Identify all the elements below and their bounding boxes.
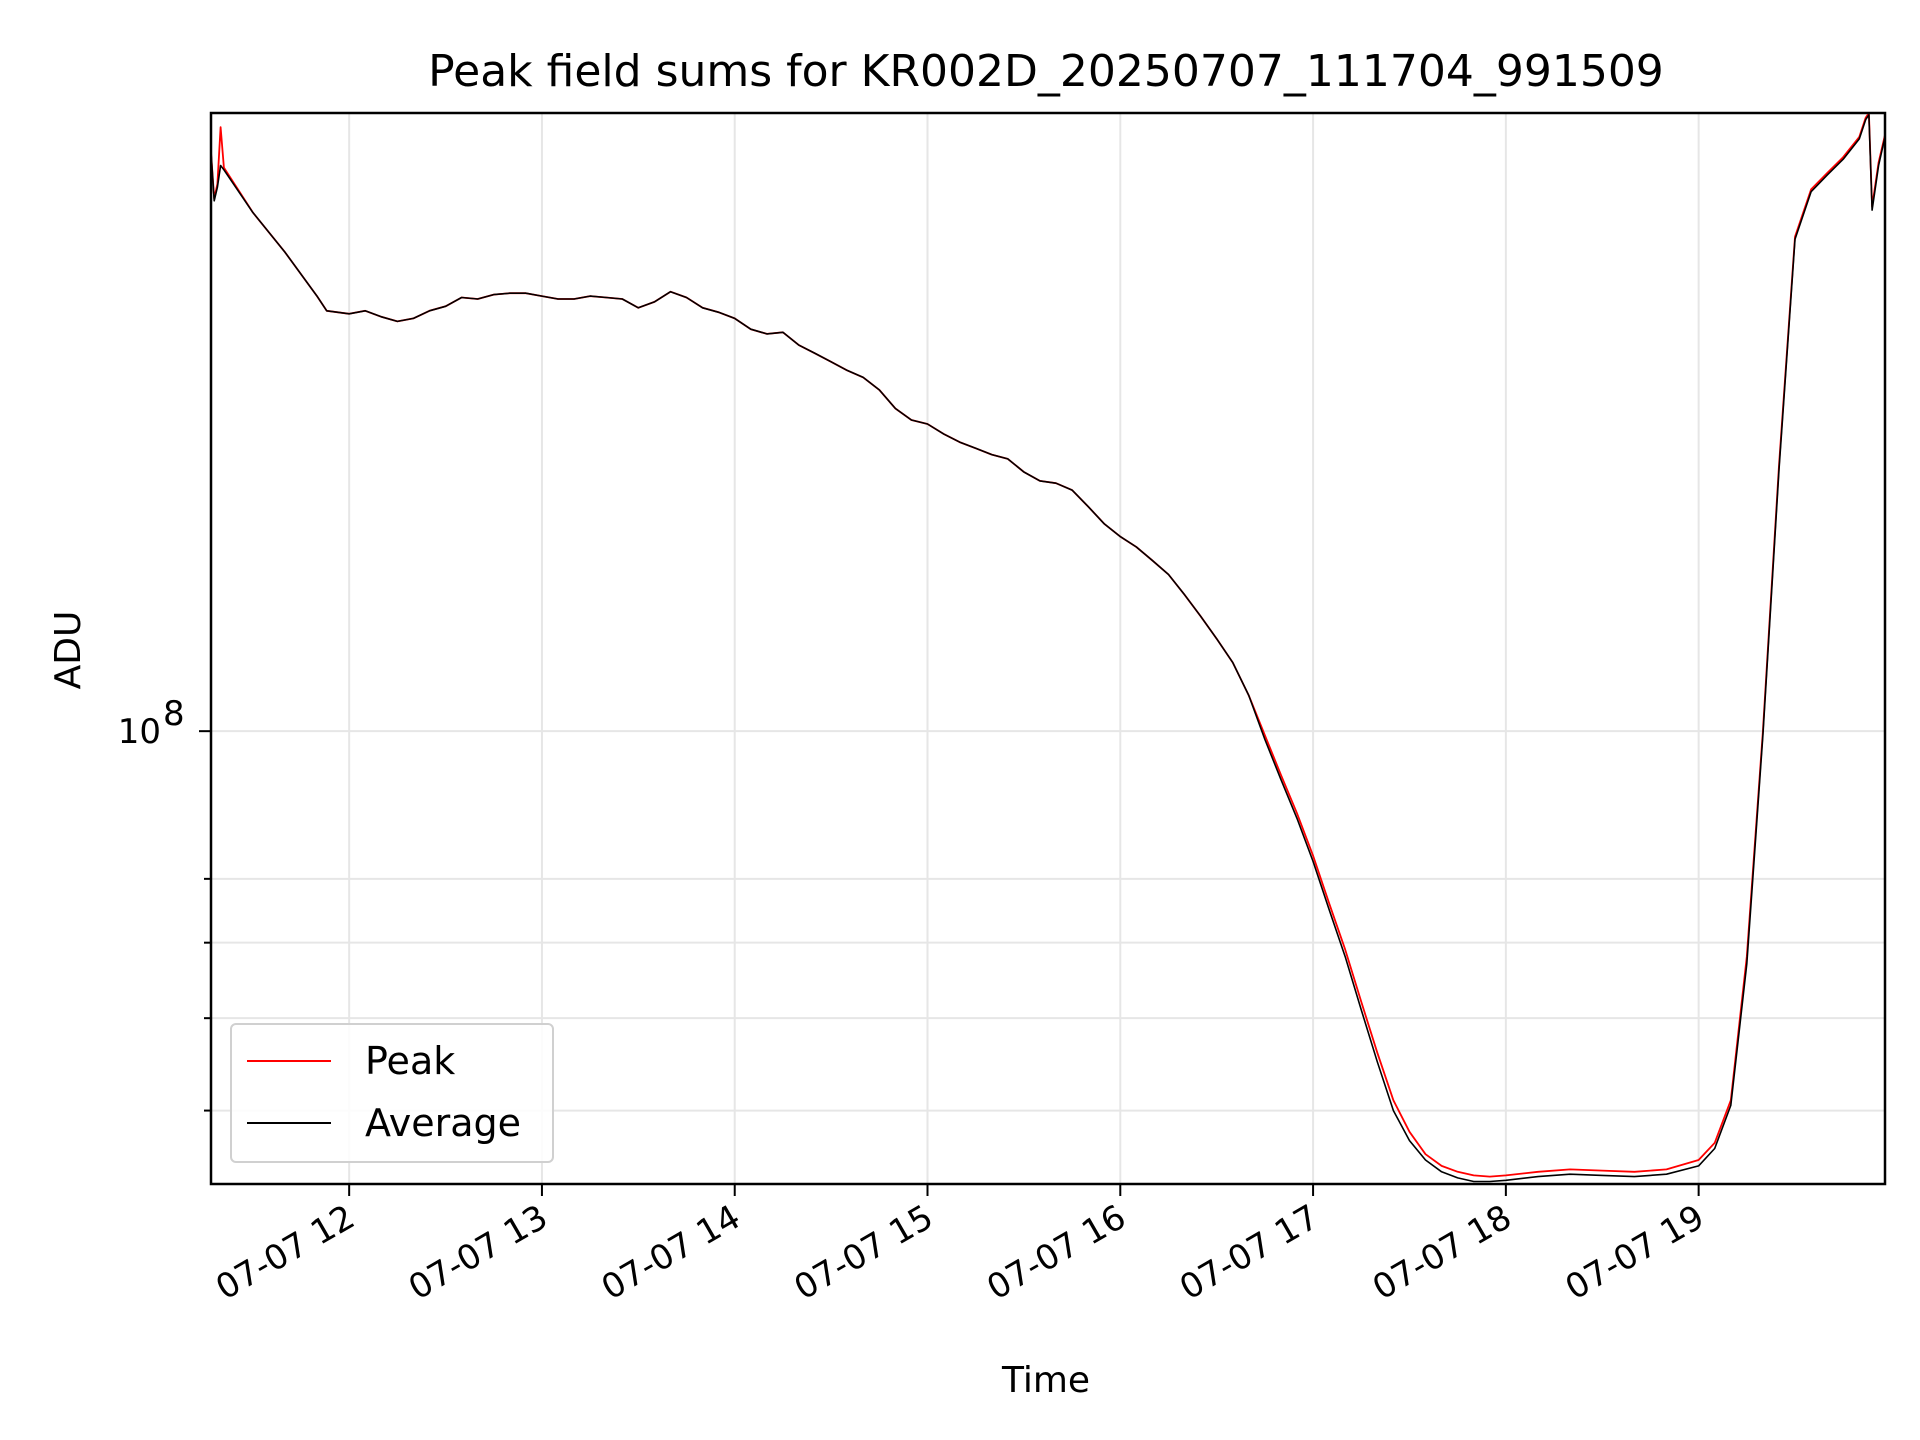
legend-average-label: Average [365,1101,521,1145]
grid-lines [211,113,1885,1184]
x-axis-label: Time [1001,1360,1090,1401]
plot-frame [209,111,1887,1186]
legend-box [230,1023,554,1163]
series-lines [210,112,1886,1183]
legend: Peak Average [230,1023,554,1163]
series-line-average [210,114,1886,1183]
y-tick-label-exponent: 8 [163,694,185,734]
chart-title: Peak field sums for KR002D_20250707_1117… [428,46,1664,97]
y-axis-label: ADU [48,611,89,690]
y-tick-label-base: 10 [118,712,161,752]
legend-peak-label: Peak [365,1039,455,1083]
